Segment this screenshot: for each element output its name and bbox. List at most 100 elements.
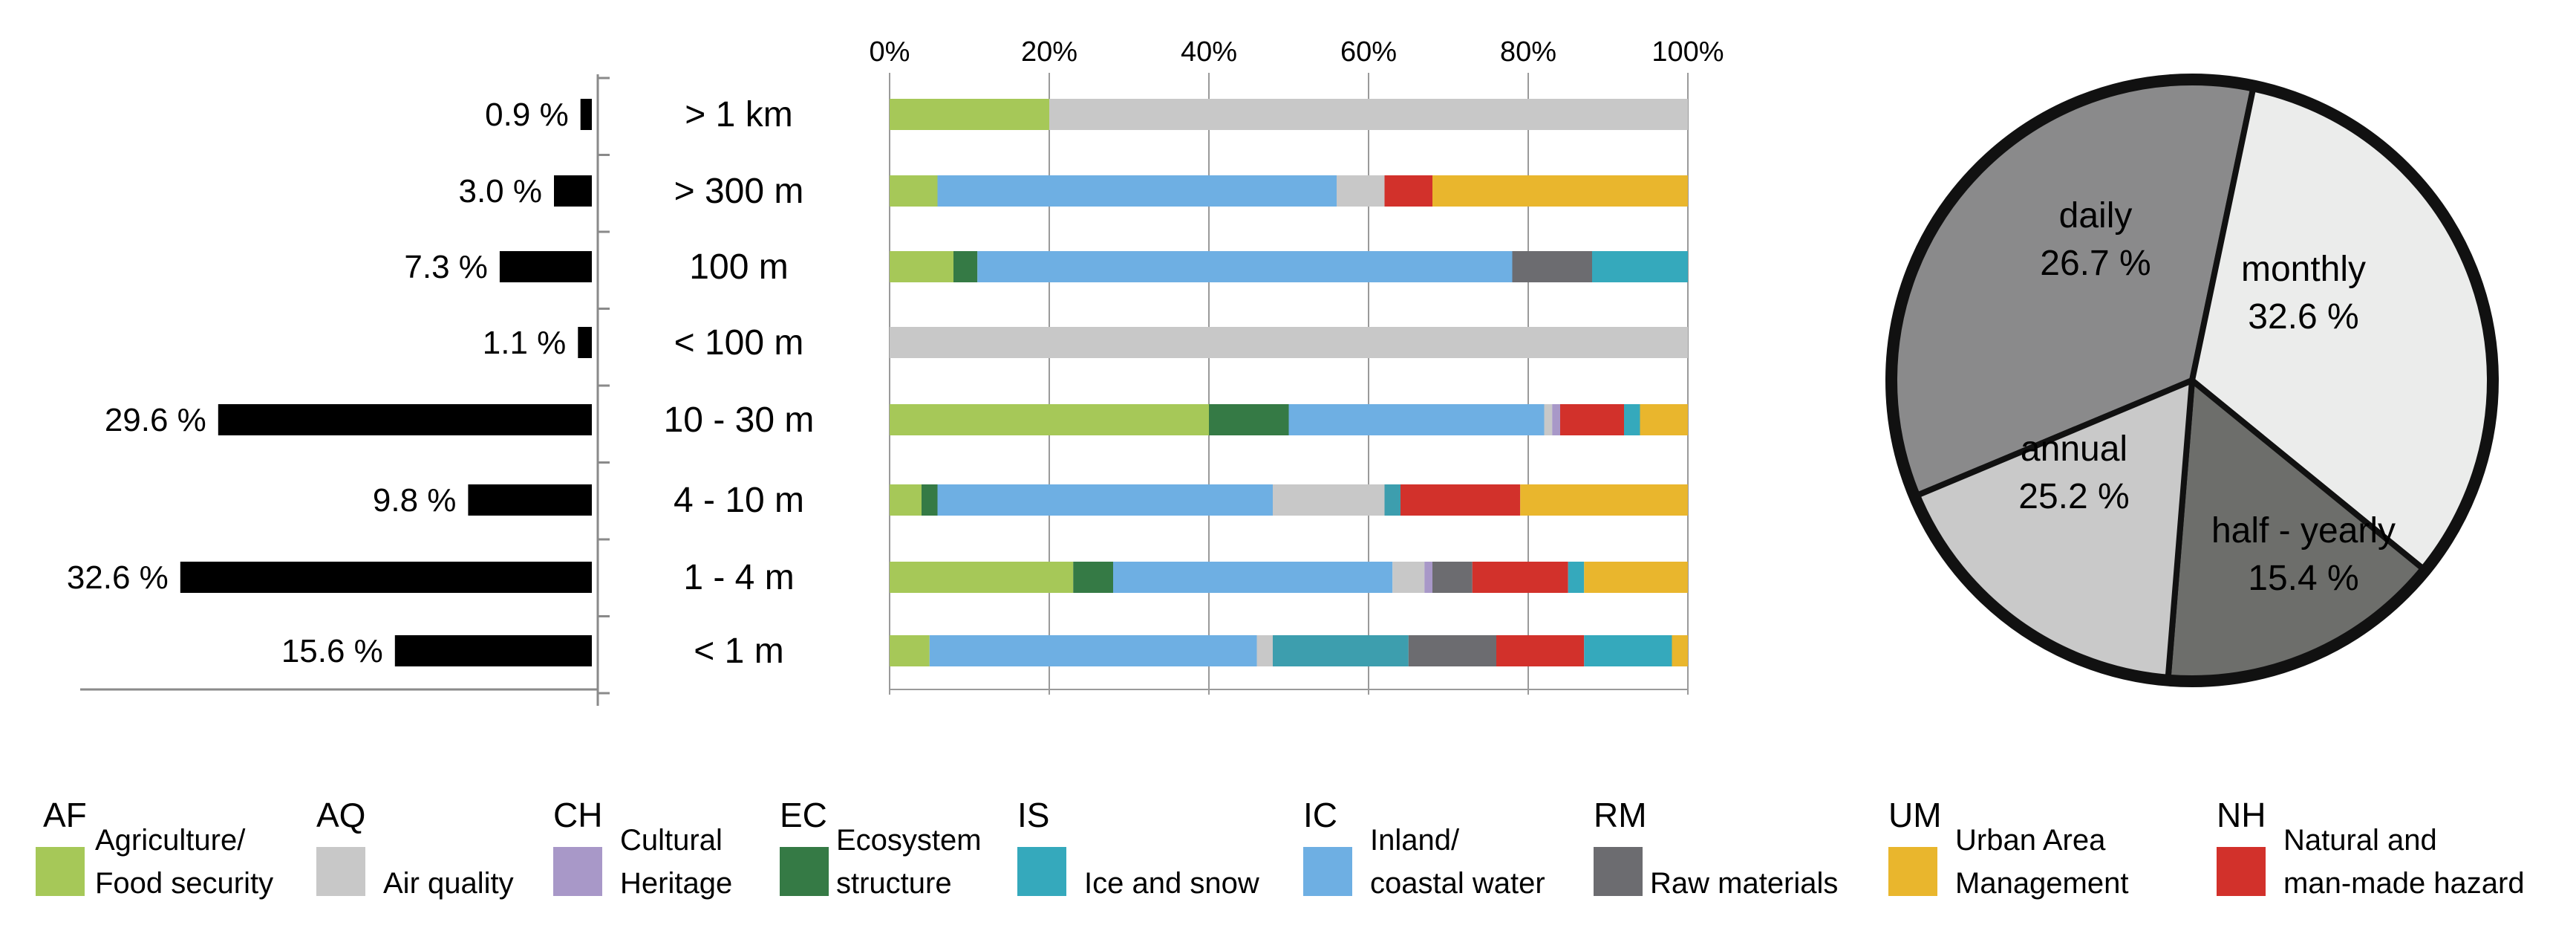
stacked-segment xyxy=(890,99,1049,130)
stacked-segment xyxy=(1584,562,1688,593)
resolution-label: < 100 m xyxy=(674,323,804,363)
stacked-bar-chart: 0% 20% 40% 60% 80% 100% xyxy=(870,36,1724,695)
stacked-segment xyxy=(1113,562,1393,593)
share-bar xyxy=(180,562,593,593)
stacked-segment xyxy=(1384,484,1401,516)
stacked-segment xyxy=(1401,484,1521,516)
legend-label-line1: Cultural xyxy=(620,824,723,857)
legend-label-line2: Heritage xyxy=(620,867,733,900)
legend-swatch xyxy=(2217,847,2266,896)
legend-label-line1: Urban Area xyxy=(1955,824,2106,857)
x-tick-label: 80% xyxy=(1500,36,1556,68)
legend-code: NH xyxy=(2217,796,2266,834)
stacked-segment xyxy=(890,251,953,282)
resolution-label: 1 - 4 m xyxy=(683,558,794,597)
legend-swatch xyxy=(1303,847,1352,896)
legend-swatch xyxy=(36,847,85,896)
pie-slice-value: 25.2 % xyxy=(2018,477,2129,516)
share-value-label: 32.6 % xyxy=(67,559,169,596)
stacked-segment xyxy=(1560,404,1624,435)
stacked-segment xyxy=(890,635,930,666)
stacked-segment xyxy=(890,327,1688,358)
stacked-segment xyxy=(890,175,938,207)
share-value-label: 9.8 % xyxy=(373,482,457,519)
legend-code: RM xyxy=(1594,796,1647,834)
share-bar xyxy=(578,327,592,358)
legend-code: IS xyxy=(1017,796,1050,834)
stacked-segment xyxy=(1049,99,1688,130)
stacked-segment xyxy=(1592,251,1688,282)
stacked-segment xyxy=(1209,404,1289,435)
pie-slice-label: daily xyxy=(2059,196,2133,236)
legend-code: CH xyxy=(553,796,603,834)
resolution-label: < 1 m xyxy=(694,632,783,671)
legend-label-line2: Ice and snow xyxy=(1084,867,1259,900)
pie-slice-value: 32.6 % xyxy=(2248,297,2358,337)
stacked-segment xyxy=(1432,562,1473,593)
stacked-segment xyxy=(1584,635,1672,666)
stacked-segment xyxy=(953,251,978,282)
legend-swatch xyxy=(316,847,365,896)
share-bar xyxy=(394,635,592,666)
legend-code: AF xyxy=(43,796,87,834)
resolution-label: 10 - 30 m xyxy=(664,400,815,440)
share-value-label: 7.3 % xyxy=(404,249,488,285)
share-value-label: 0.9 % xyxy=(485,97,569,133)
stacked-segment xyxy=(1496,635,1585,666)
stacked-segment xyxy=(1640,404,1688,435)
pie-slice-label: monthly xyxy=(2241,250,2366,289)
share-bar xyxy=(468,484,592,516)
legend-label-line1: Ecosystem xyxy=(836,824,982,857)
x-tick-label: 0% xyxy=(870,36,910,68)
pie-slice-value: 26.7 % xyxy=(2040,244,2151,283)
stacked-segment xyxy=(1408,635,1496,666)
share-bar xyxy=(218,404,592,435)
stacked-segment xyxy=(890,404,1209,435)
stacked-segment xyxy=(1672,635,1688,666)
legend-code: EC xyxy=(780,796,827,834)
x-tick-label: 40% xyxy=(1181,36,1237,68)
stacked-segment xyxy=(1432,175,1688,207)
legend-label-line2: Management xyxy=(1955,867,2129,900)
stacked-segment xyxy=(922,484,938,516)
stacked-segment xyxy=(977,251,1513,282)
share-value-label: 3.0 % xyxy=(458,173,542,210)
resolution-label: 100 m xyxy=(689,247,788,287)
legend: AF Agriculture/Food security AQ Air quality… xyxy=(0,788,2576,948)
share-value-label: 15.6 % xyxy=(281,633,383,669)
legend-code: IC xyxy=(1303,796,1337,834)
resolution-label: > 300 m xyxy=(674,172,804,211)
stacked-segment xyxy=(1512,251,1592,282)
share-bar xyxy=(580,99,592,130)
legend-swatch xyxy=(1017,847,1066,896)
pie-slice-label: half - yearly xyxy=(2211,511,2396,551)
share-value-label: 1.1 % xyxy=(483,325,567,361)
share-bar xyxy=(499,251,592,282)
legend-swatch xyxy=(1888,847,1937,896)
legend-label-line1: Natural and xyxy=(2283,824,2437,857)
pie-slice-label: annual xyxy=(2021,429,2127,469)
legend-label-line2: man-made hazard xyxy=(2283,867,2525,900)
stacked-segment xyxy=(1337,175,1385,207)
legend-label-line2: structure xyxy=(836,867,952,900)
share-bar-chart: 0.9 % 3.0 % 7.3 % 1.1 % 29.6 % 9.8 % 32.6 % 15.… xyxy=(67,74,610,706)
stacked-segment xyxy=(1384,175,1432,207)
legend-code: AQ xyxy=(316,796,366,834)
stacked-segment xyxy=(1273,635,1409,666)
share-bar xyxy=(554,175,592,207)
x-tick-label: 100% xyxy=(1651,36,1724,68)
stacked-segment xyxy=(1288,404,1545,435)
legend-swatch xyxy=(553,847,602,896)
stacked-segment xyxy=(1392,562,1425,593)
frequency-pie-chart: daily 26.7 % monthly 32.6 % half - yearly 15.… xyxy=(1885,74,2499,687)
figure-canvas: 0.9 % 3.0 % 7.3 % 1.1 % 29.6 % 9.8 % 32.6 % 15.… xyxy=(67,36,2499,706)
stacked-segment xyxy=(1256,635,1273,666)
stacked-segment xyxy=(937,484,1273,516)
legend-label-line1: Inland/ xyxy=(1370,824,1460,857)
resolution-label: > 1 km xyxy=(685,95,792,134)
stacked-segment xyxy=(1073,562,1113,593)
legend-swatch xyxy=(780,847,829,896)
legend-label-line2: Air quality xyxy=(383,867,514,900)
x-tick-label: 60% xyxy=(1340,36,1397,68)
stacked-segment xyxy=(890,484,922,516)
